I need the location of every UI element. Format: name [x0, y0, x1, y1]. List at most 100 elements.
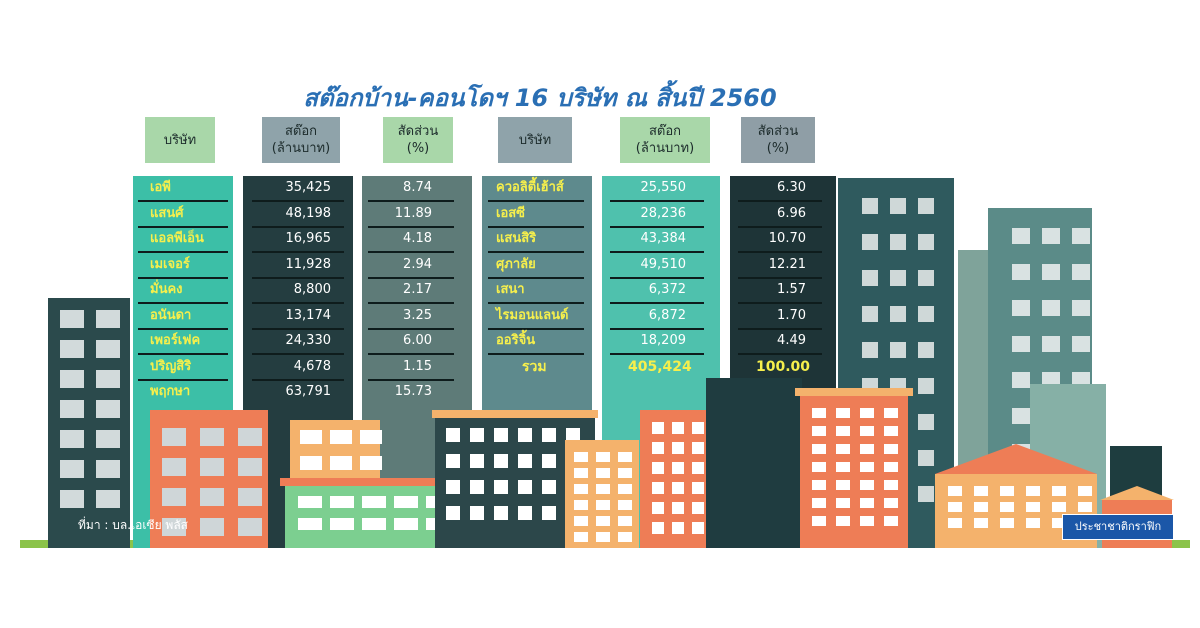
building-window	[672, 522, 684, 534]
building-window	[812, 426, 826, 436]
table-row-divider	[610, 251, 704, 253]
table-row-divider	[252, 327, 344, 330]
share-value-cell: 1.70	[777, 307, 806, 323]
building-window	[596, 468, 610, 478]
table-row-divider	[368, 251, 454, 253]
table-row-divider	[252, 251, 344, 253]
building-window	[860, 408, 874, 418]
building-window	[1026, 518, 1040, 528]
building-window	[494, 428, 508, 442]
building-window	[692, 522, 704, 534]
company-name-cell: พฤกษา	[150, 384, 191, 399]
company-name-cell: ศุภาลัย	[496, 256, 536, 272]
building-window	[884, 498, 898, 508]
building-window	[918, 378, 934, 394]
building-window	[1012, 264, 1030, 280]
share-value-cell: 1.57	[777, 282, 806, 297]
building-window	[518, 454, 532, 468]
building-window	[1012, 336, 1030, 352]
building-window	[836, 462, 850, 472]
table-row-divider	[738, 251, 822, 253]
building-window	[330, 496, 354, 508]
building-shape	[795, 388, 913, 396]
building-window	[1072, 228, 1090, 244]
stock-value-cell: 49,510	[640, 256, 687, 272]
building-window	[836, 480, 850, 490]
building-window	[884, 516, 898, 526]
building-window	[948, 502, 962, 512]
building-window	[812, 516, 826, 526]
building-window	[890, 342, 906, 358]
building-window	[238, 518, 262, 536]
building-window	[200, 428, 224, 446]
table-row-divider	[368, 378, 454, 381]
building-window	[1042, 300, 1060, 316]
building-window	[494, 454, 508, 468]
building-shape	[48, 298, 130, 548]
table-row-divider	[610, 225, 704, 228]
table-row-divider	[368, 200, 454, 202]
building-window	[860, 426, 874, 436]
building-window	[1012, 408, 1030, 424]
stock-value-cell: 25,550	[640, 180, 687, 195]
building-window	[836, 498, 850, 508]
building-window	[1012, 372, 1030, 388]
building-window	[470, 428, 484, 442]
stock-value-cell: 63,791	[285, 384, 332, 399]
building-window	[1078, 486, 1092, 496]
company-name-cell: เอสซี	[496, 205, 526, 221]
building-window	[96, 460, 120, 478]
building-window	[362, 518, 386, 530]
building-window	[860, 444, 874, 454]
table-row-divider	[738, 225, 822, 228]
building-window	[596, 500, 610, 510]
table-row-divider	[368, 302, 454, 304]
share-value-cell: 15.73	[394, 384, 432, 399]
building-window	[1072, 336, 1090, 352]
table-row-divider	[610, 327, 704, 330]
building-window	[692, 442, 704, 454]
building-window	[60, 430, 84, 448]
building-window	[574, 532, 588, 542]
building-window	[298, 496, 322, 508]
building-window	[652, 442, 664, 454]
table-row-divider	[738, 327, 822, 330]
stock-value-cell: 48,198	[285, 205, 332, 221]
building-window	[96, 400, 120, 418]
building-window	[162, 458, 186, 476]
building-window	[394, 496, 418, 508]
building-window	[918, 486, 934, 502]
company-name-cell: แสนสิริ	[496, 231, 537, 246]
building-window	[162, 428, 186, 446]
stock-value-cell: 4,678	[293, 358, 331, 374]
stock-value-cell: 35,425	[285, 180, 332, 195]
stock-value-cell: 6,372	[648, 282, 686, 297]
stock-value-cell: 6,872	[648, 307, 686, 323]
company-name-cell: ควอลิตี้เฮ้าส์	[496, 180, 564, 195]
table-row-divider	[252, 378, 344, 381]
building-window	[596, 484, 610, 494]
building-window	[948, 518, 962, 528]
building-window	[860, 498, 874, 508]
building-window	[542, 454, 556, 468]
building-window	[1012, 228, 1030, 244]
building-window	[446, 480, 460, 494]
building-window	[494, 506, 508, 520]
building-window	[518, 480, 532, 494]
building-window	[918, 342, 934, 358]
building-window	[862, 270, 878, 286]
building-window	[200, 518, 224, 536]
building-window	[330, 518, 354, 530]
building-window	[238, 488, 262, 506]
building-window	[470, 454, 484, 468]
table-row-divider	[610, 276, 704, 279]
table-row-divider	[488, 353, 584, 355]
building-window	[884, 480, 898, 490]
building-window	[238, 428, 262, 446]
building-window	[618, 500, 632, 510]
building-window	[1012, 300, 1030, 316]
building-window	[60, 310, 84, 328]
building-window	[60, 460, 84, 478]
table-row-divider	[610, 200, 704, 202]
